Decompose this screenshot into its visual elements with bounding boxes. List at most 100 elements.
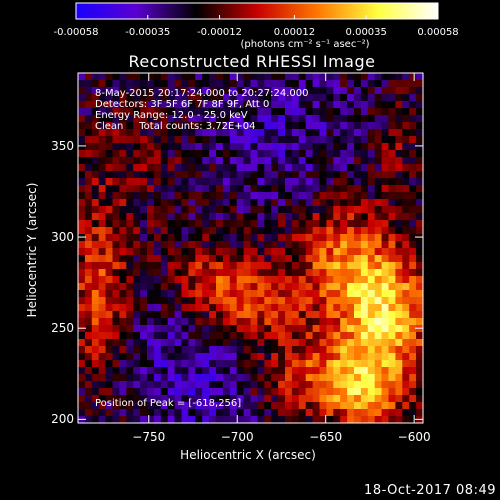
heatmap-cell: [347, 416, 355, 424]
heatmap-cell: [91, 318, 99, 326]
heatmap-cell: [216, 325, 224, 333]
heatmap-cell: [360, 388, 369, 396]
heatmap-cell: [229, 381, 237, 389]
heatmap-cell: [140, 346, 148, 354]
heatmap-cell: [333, 409, 341, 417]
heatmap-cell: [147, 73, 155, 81]
heatmap-cell: [160, 360, 168, 368]
heatmap-cell: [326, 171, 334, 179]
heatmap-cell: [167, 395, 175, 403]
heatmap-cell: [133, 255, 141, 263]
heatmap-cell: [229, 318, 237, 326]
heatmap-cell: [181, 255, 189, 263]
heatmap-cell: [209, 80, 217, 88]
heatmap-cell: [202, 199, 210, 207]
heatmap-cell: [257, 374, 265, 382]
heatmap-cell: [340, 122, 348, 130]
heatmap-cell: [216, 297, 224, 305]
heatmap-cell: [167, 185, 175, 193]
heatmap-cell: [285, 213, 293, 221]
heatmap-cell: [112, 143, 120, 151]
heatmap-cell: [271, 192, 279, 200]
heatmap-cell: [105, 360, 113, 368]
heatmap-cell: [278, 80, 286, 88]
heatmap-cell: [416, 213, 424, 221]
heatmap-cell: [291, 269, 300, 277]
heatmap-cell: [243, 402, 251, 410]
heatmap-cell: [91, 213, 99, 221]
heatmap-cell: [167, 332, 175, 340]
heatmap-cell: [98, 416, 106, 424]
heatmap-cell: [126, 276, 134, 284]
heatmap-cell: [278, 234, 286, 242]
heatmap-cell: [202, 80, 210, 88]
heatmap-cell: [416, 227, 424, 235]
heatmap-cell: [395, 276, 403, 284]
heatmap-cell: [312, 122, 320, 130]
heatmap-cell: [147, 416, 155, 424]
heatmap-cell: [91, 255, 99, 263]
heatmap-cell: [285, 297, 293, 305]
heatmap-cell: [140, 360, 148, 368]
heatmap-cell: [105, 164, 113, 172]
heatmap-cell: [264, 227, 272, 235]
heatmap-cell: [202, 122, 210, 130]
heatmap-cell: [319, 115, 327, 123]
heatmap-cell: [133, 101, 141, 109]
heatmap-cell: [402, 171, 410, 179]
heatmap-cell: [202, 402, 210, 410]
heatmap-cell: [119, 213, 127, 221]
heatmap-cell: [360, 318, 369, 326]
heatmap-cell: [367, 367, 375, 375]
heatmap-cell: [298, 185, 306, 193]
heatmap-cell: [402, 409, 410, 417]
heatmap-cell: [326, 255, 334, 263]
heatmap-cell: [395, 395, 403, 403]
heatmap-cell: [250, 73, 258, 81]
heatmap-cell: [416, 73, 424, 81]
heatmap-cell: [147, 199, 155, 207]
heatmap-cell: [195, 290, 203, 298]
heatmap-cell: [195, 108, 203, 116]
heatmap-cell: [402, 381, 410, 389]
heatmap-cell: [388, 346, 396, 354]
heatmap-cell: [112, 374, 120, 382]
heatmap-cell: [216, 73, 224, 81]
heatmap-cell: [312, 276, 320, 284]
heatmap-cell: [326, 101, 334, 109]
heatmap-cell: [91, 374, 99, 382]
heatmap-cell: [126, 136, 134, 144]
heatmap-cell: [78, 178, 86, 186]
heatmap-cell: [409, 262, 417, 270]
heatmap-cell: [98, 73, 106, 81]
heatmap-cell: [326, 227, 334, 235]
heatmap-cell: [326, 73, 334, 81]
heatmap-cell: [181, 276, 189, 284]
heatmap-cell: [326, 248, 334, 256]
heatmap-cell: [105, 353, 113, 361]
heatmap-cell: [112, 381, 120, 389]
heatmap-cell: [264, 164, 272, 172]
heatmap-cell: [354, 220, 362, 228]
heatmap-cell: [202, 332, 210, 340]
heatmap-cell: [298, 101, 306, 109]
heatmap-cell: [347, 374, 355, 382]
heatmap-cell: [402, 129, 410, 137]
heatmap-cell: [243, 367, 251, 375]
heatmap-cell: [298, 87, 306, 95]
heatmap-cell: [257, 227, 265, 235]
heatmap-cell: [84, 234, 93, 242]
heatmap-cell: [188, 157, 196, 165]
heatmap-cell: [319, 234, 327, 242]
heatmap-cell: [409, 311, 417, 319]
heatmap-cell: [250, 164, 258, 172]
heatmap-cell: [264, 325, 272, 333]
heatmap-cell: [78, 395, 86, 403]
heatmap-cell: [374, 241, 382, 249]
heatmap-cell: [278, 416, 286, 424]
heatmap-cell: [236, 360, 244, 368]
heatmap-cell: [167, 87, 175, 95]
heatmap-cell: [229, 192, 237, 200]
heatmap-cell: [395, 143, 403, 151]
heatmap-cell: [305, 353, 313, 361]
